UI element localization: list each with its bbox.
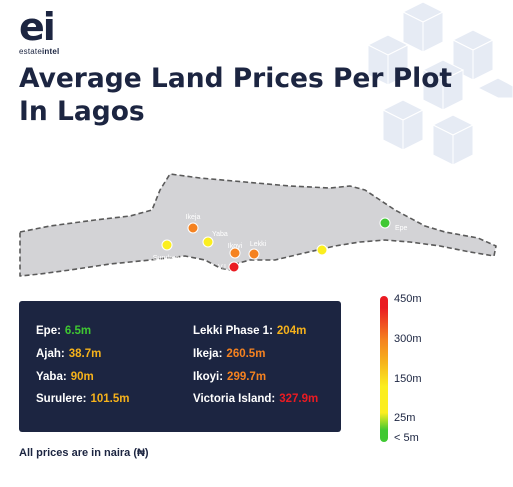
price-row-yaba: Yaba: 90m: [36, 371, 94, 383]
price-value: 327.9m: [279, 393, 319, 405]
scale-label-under-5m: < 5m: [394, 432, 419, 444]
decorative-cubes: [366, 1, 513, 166]
price-value: 299.7m: [227, 371, 267, 383]
price-row-lekki: Lekki Phase 1: 204m: [193, 325, 306, 337]
logo-wordmark: estateintel: [19, 47, 60, 56]
marker-epe: Epe: [379, 217, 408, 232]
price-label: Ajah:: [36, 348, 65, 360]
scale-label-300m: 300m: [394, 333, 422, 345]
marker-label-yaba: Yaba: [212, 231, 228, 238]
estateintel-logo: ei estateintel: [19, 8, 89, 56]
title-line-1: Average Land Prices Per Plot: [19, 63, 453, 94]
price-row-epe: Epe: 6.5m: [36, 325, 91, 337]
currency-footnote: All prices are in naira (₦): [19, 447, 149, 459]
marker-ajah: Ajah: [316, 244, 345, 256]
marker-label-epe: Epe: [395, 225, 408, 232]
price-row-ikeja: Ikeja: 260.5m: [193, 348, 265, 360]
price-row-victoria-island: Victoria Island: 327.9m: [193, 393, 318, 405]
lagos-landmass: [19, 173, 497, 277]
marker-ikoyi: Ikoyi: [228, 243, 243, 259]
price-label: Ikeja:: [193, 348, 223, 360]
lagos-map: Ikeja Yaba Surulere Ikoyi Lekki V.I Ajah: [19, 173, 497, 277]
title-line-2: In Lagos: [19, 96, 145, 127]
price-label: Lekki Phase 1:: [193, 325, 273, 337]
marker-surulere: Surulere: [153, 239, 180, 262]
price-row-ajah: Ajah: 38.7m: [36, 348, 101, 360]
price-value: 38.7m: [68, 348, 102, 360]
logo-mark: ei: [19, 5, 56, 49]
price-row-ikoyi: Ikoyi: 299.7m: [193, 371, 266, 383]
price-value: 260.5m: [226, 348, 266, 360]
page-title: Average Land Prices Per Plot In Lagos: [19, 62, 453, 128]
scale-label-150m: 150m: [394, 373, 422, 385]
price-label: Ikoyi:: [193, 371, 224, 383]
marker-ikeja: Ikeja: [186, 214, 201, 234]
map-markers: Ikeja Yaba Surulere Ikoyi Lekki V.I Ajah: [153, 214, 408, 273]
price-value: 101.5m: [90, 393, 130, 405]
marker-label-vi: V.I: [218, 264, 226, 271]
marker-label-surulere: Surulere: [153, 255, 180, 262]
price-label: Victoria Island:: [193, 393, 276, 405]
price-label: Epe:: [36, 325, 61, 337]
price-value: 90m: [70, 371, 94, 383]
marker-yaba: Yaba: [202, 231, 228, 248]
marker-label-ajah: Ajah: [331, 248, 345, 255]
price-label: Yaba:: [36, 371, 67, 383]
scale-label-450m: 450m: [394, 293, 422, 305]
marker-label-ikoyi: Ikoyi: [228, 243, 243, 250]
price-panel: Epe: 6.5m Ajah: 38.7m Yaba: 90m Surulere: 10…: [19, 301, 341, 432]
marker-lekki: Lekki: [248, 241, 267, 260]
price-label: Surulere:: [36, 393, 87, 405]
price-value: 6.5m: [64, 325, 92, 337]
marker-vi: V.I: [218, 261, 240, 273]
marker-label-lekki: Lekki: [250, 241, 267, 248]
price-value: 204m: [276, 325, 307, 337]
price-row-surulere: Surulere: 101.5m: [36, 393, 130, 405]
scale-label-25m: 25m: [394, 412, 416, 424]
price-color-scale: [380, 296, 388, 442]
marker-label-ikeja: Ikeja: [186, 214, 201, 221]
